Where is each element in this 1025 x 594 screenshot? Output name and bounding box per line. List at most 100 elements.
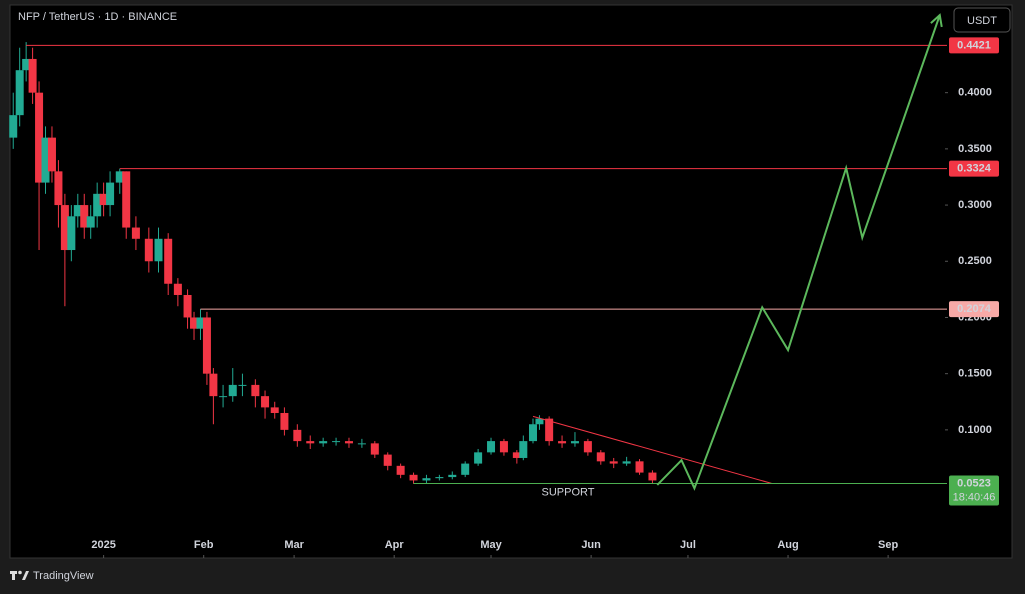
candle-body	[535, 418, 544, 425]
candle-body	[648, 472, 657, 481]
projection-path	[656, 14, 941, 491]
currency-button-label[interactable]: USDT	[967, 15, 997, 27]
candle-body	[545, 418, 554, 442]
candle-body	[209, 373, 218, 397]
trendline	[532, 415, 773, 484]
candle-body	[383, 454, 392, 466]
candle-body	[344, 441, 353, 444]
candle-body	[261, 396, 270, 408]
level-label-box	[949, 475, 999, 506]
candle-body	[519, 441, 528, 458]
candle-body	[41, 137, 50, 183]
candle-body	[164, 238, 173, 284]
candle-body	[596, 452, 605, 462]
candle-body	[190, 317, 199, 329]
candle-body	[558, 441, 567, 444]
x-tick-label: Mar	[284, 539, 304, 551]
candle-body	[122, 171, 131, 228]
candle-body	[73, 205, 82, 217]
candle-body	[202, 317, 211, 374]
support-label: SUPPORT	[542, 486, 595, 498]
candle-body	[422, 478, 431, 481]
candle-body	[196, 317, 205, 329]
candle-body	[528, 424, 537, 442]
candle-body	[80, 205, 89, 228]
candle-body	[293, 429, 302, 442]
brand-logo	[10, 570, 29, 580]
candle-body	[54, 171, 63, 206]
brand-name: TradingView	[33, 570, 94, 582]
candle-body	[461, 463, 470, 475]
candle-body	[319, 441, 328, 444]
candle-body	[396, 465, 405, 475]
candle-body	[622, 461, 631, 464]
candle-body	[106, 182, 115, 206]
candle-body	[67, 216, 76, 251]
candle-body	[115, 171, 124, 183]
y-tick-label: 0.3500	[958, 143, 992, 155]
y-tick-label: 0.4000	[958, 87, 992, 99]
candle-body	[238, 384, 247, 386]
currency-button[interactable]	[953, 7, 1011, 33]
y-tick-label: 0.1500	[958, 368, 992, 380]
candle-body	[9, 115, 18, 138]
candle-body	[154, 238, 163, 262]
x-tick-label: Aug	[777, 539, 798, 551]
candle-body	[270, 407, 279, 414]
level-label: 0.3324	[957, 163, 992, 175]
candle-body	[35, 92, 44, 183]
x-tick-label: Sep	[878, 539, 898, 551]
candle-body	[28, 58, 37, 93]
candle-body	[357, 443, 366, 445]
candle-body	[512, 452, 521, 458]
candle-body	[93, 193, 102, 217]
candle-body	[280, 413, 289, 430]
candle-body	[15, 70, 24, 116]
candle-body	[99, 193, 108, 206]
candle-body	[22, 58, 31, 71]
chart-title: NFP / TetherUS · 1D · BINANCE	[18, 11, 177, 23]
y-tick-label: 0.1000	[958, 424, 992, 436]
y-tick-label: 0.2500	[958, 255, 992, 267]
projection-arrowhead	[930, 13, 943, 28]
candle-body	[499, 441, 508, 453]
x-tick-label: May	[480, 539, 502, 551]
level-label: 0.4421	[957, 39, 991, 51]
candle-body	[487, 441, 496, 453]
x-tick-label: 2025	[91, 539, 115, 551]
candle-body	[409, 474, 418, 481]
candle-body	[47, 137, 56, 172]
countdown: 18:40:46	[953, 491, 996, 503]
candle-body	[583, 441, 592, 453]
candle-body	[86, 216, 95, 228]
candle-body	[60, 205, 69, 251]
candle-body	[228, 384, 237, 397]
candle-body	[609, 461, 618, 464]
candle-body	[332, 441, 341, 443]
level-label-box	[949, 160, 999, 177]
candle-body	[144, 238, 153, 262]
candle-body	[474, 452, 483, 464]
candle-body	[251, 384, 260, 397]
level-label: 0.2074	[957, 303, 992, 315]
x-tick-label: Jul	[680, 539, 696, 551]
candle-body	[635, 461, 644, 473]
candle-body	[306, 441, 315, 444]
candle-body	[370, 443, 379, 455]
candle-body	[183, 294, 192, 318]
candle-body	[570, 441, 579, 444]
candle-body	[219, 396, 228, 398]
candle-body	[435, 477, 444, 479]
chart-panel	[9, 4, 1013, 559]
level-label-box	[949, 301, 999, 318]
y-tick-label: 0.3000	[958, 199, 992, 211]
x-tick-label: Apr	[385, 539, 405, 551]
candle-body	[131, 227, 140, 239]
x-tick-label: Feb	[194, 539, 214, 551]
candle-body	[173, 283, 182, 295]
level-label: 0.0523	[957, 477, 991, 489]
candle-body	[448, 474, 457, 478]
level-label-box	[949, 37, 999, 54]
